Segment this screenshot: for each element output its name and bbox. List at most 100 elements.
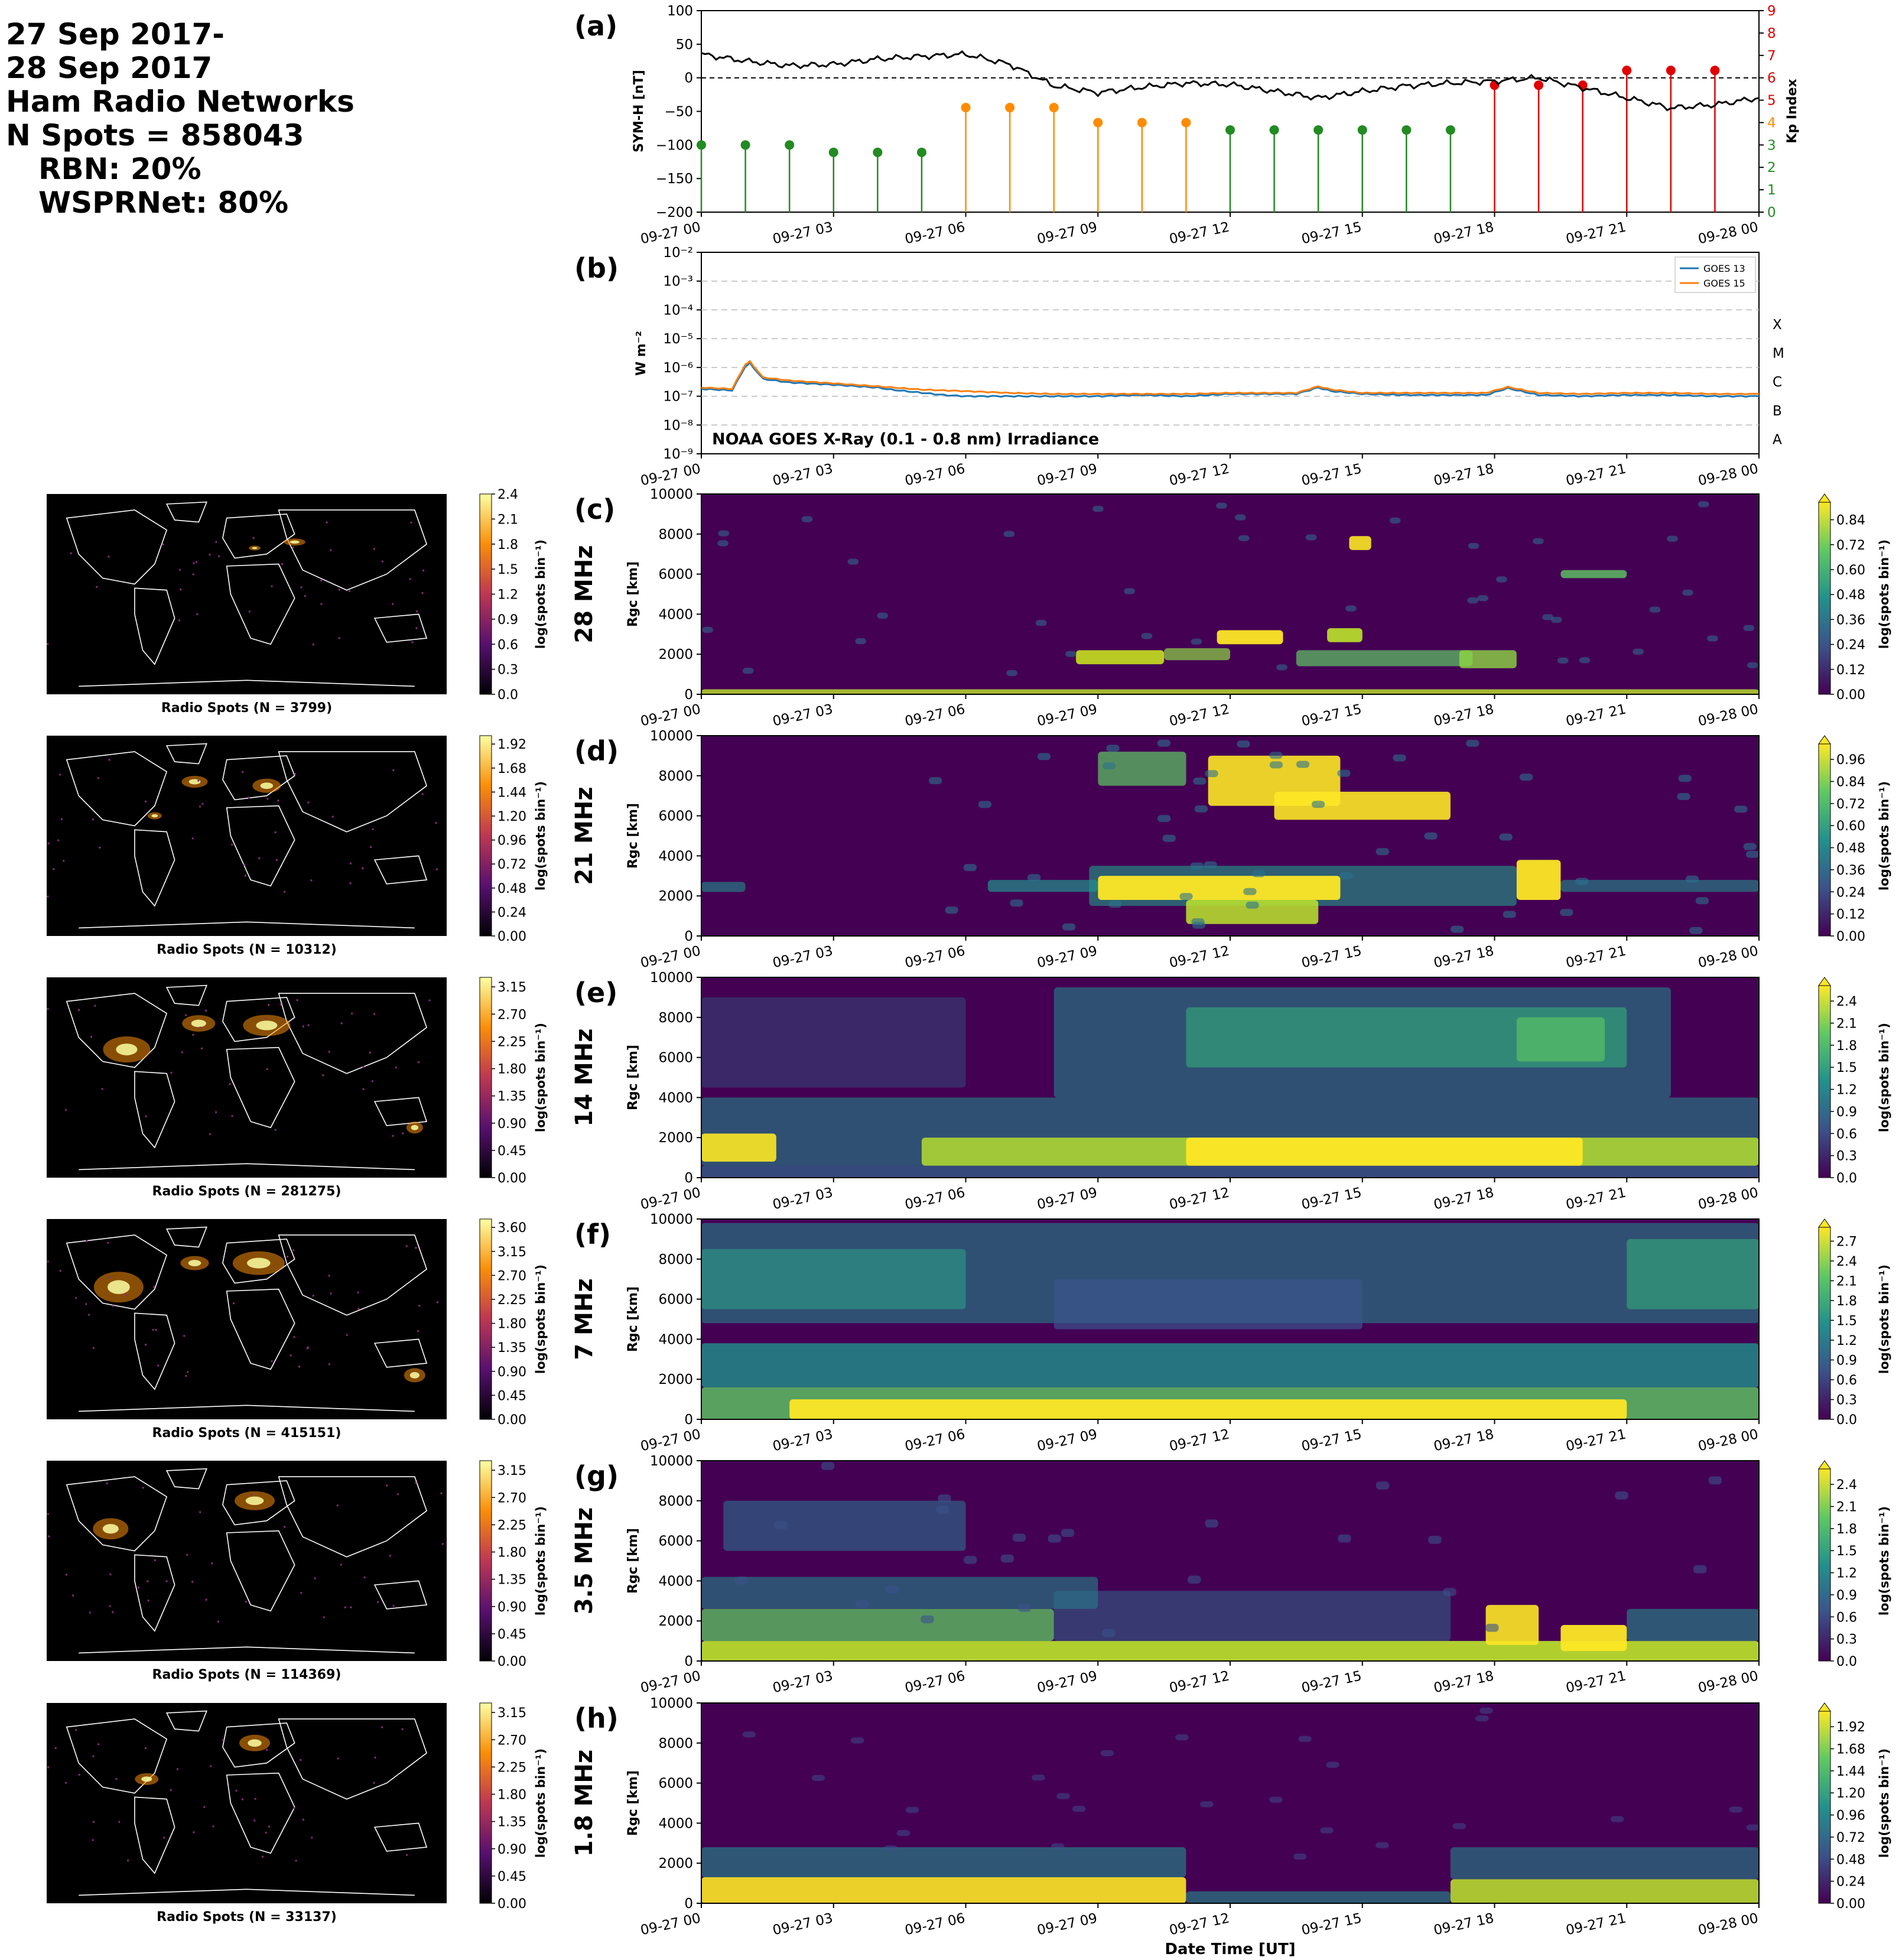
- spot-cluster-core: [290, 540, 300, 544]
- x-tick-label: 09-27 09: [1036, 461, 1099, 489]
- heatmap-cell: [1141, 633, 1153, 639]
- heatmap-cell: [1065, 651, 1077, 657]
- x-tick-label: 09-27 21: [1565, 1185, 1628, 1213]
- range-tick-label: 4000: [658, 1332, 693, 1347]
- spot-dot: [209, 554, 211, 556]
- heatmap-colorbar-tick-label: 1.8: [1836, 1294, 1857, 1309]
- heatmap-colorbar-tick-label: 0.36: [1836, 863, 1865, 878]
- x-tick-label: 09-27 03: [771, 701, 834, 729]
- spot-dot: [183, 1335, 186, 1337]
- spot-dot: [199, 805, 201, 808]
- spot-dot: [395, 1067, 397, 1069]
- x-tick-label: 09-27 03: [771, 461, 834, 489]
- panel-label: (d): [574, 735, 619, 767]
- spot-dot: [176, 1768, 178, 1770]
- x-tick-label: 09-27 12: [1168, 461, 1231, 489]
- x-tick-label: 09-27 21: [1565, 461, 1628, 489]
- spot-dot: [203, 1806, 206, 1808]
- spot-dot: [377, 1601, 379, 1603]
- range-time-heatmap: [701, 1460, 1760, 1662]
- heatmap-colorbar-tick-label: 0.00: [1836, 688, 1865, 703]
- heatmap-cell: [1098, 752, 1186, 786]
- spot-dot: [145, 1344, 147, 1346]
- spot-map: [47, 1219, 447, 1419]
- map-colorbar-tick-label: 0.72: [497, 857, 526, 872]
- range-ylabel: Rgc [km]: [626, 1528, 640, 1594]
- heatmap-cell: [1235, 514, 1246, 521]
- heatmap-colorbar-tick-label: 0.3: [1836, 1633, 1857, 1647]
- heatmap-cell: [1575, 877, 1589, 885]
- heatmap-colorbar-tick-label: 0.9: [1836, 1105, 1857, 1120]
- heatmap-colorbar-tick-label: 1.2: [1836, 1334, 1857, 1348]
- heatmap-cell: [1175, 1734, 1189, 1741]
- map-caption: Radio Spots (N = 33137): [157, 1910, 337, 1925]
- coastline: [222, 997, 295, 1042]
- spot-dot: [266, 1068, 268, 1070]
- panel-b: (b) 10⁻² 10⁻³ 10⁻⁴ 10⁻⁵ 10⁻⁶ 10⁻⁷ 10⁻⁸ 10⁻⁹ XMC…: [574, 245, 1784, 489]
- spot-dot: [181, 1051, 183, 1054]
- date-line-2: 28 Sep 2017: [6, 51, 212, 85]
- spot-dot: [266, 798, 269, 800]
- x-tick-label: 09-27 15: [1300, 1668, 1363, 1696]
- range-tick-label: 6000: [658, 1292, 693, 1308]
- heatmap-cell: [1519, 773, 1533, 781]
- xray-tick-label: 10⁻²: [663, 245, 693, 261]
- map-colorbar-tick-label: 0.45: [497, 1144, 526, 1159]
- spot-dot: [369, 1051, 372, 1054]
- spot-dot: [268, 1003, 270, 1006]
- spot-dot: [154, 1559, 156, 1562]
- spot-dot: [57, 839, 60, 841]
- heatmap-colorbar-tick-label: 0.24: [1836, 885, 1865, 900]
- range-tick-label: 2000: [658, 1372, 693, 1387]
- map-colorbar-tick-label: 3.15: [497, 1464, 526, 1478]
- heatmap-cell: [701, 1343, 1759, 1387]
- coastline: [226, 1530, 295, 1612]
- symh-tick-label: −50: [664, 105, 693, 120]
- heatmap-colorbar-tick-label: 0.48: [1836, 1852, 1865, 1867]
- spot-dot: [320, 579, 323, 581]
- heatmap-cell: [1188, 1575, 1201, 1584]
- heatmap-cell: [1157, 815, 1171, 823]
- spot-dot: [193, 1831, 195, 1834]
- heatmap-cell: [811, 1774, 825, 1781]
- heatmap-colorbar-tick-label: 0.24: [1836, 1875, 1865, 1890]
- heatmap-cell: [1560, 570, 1627, 578]
- heatmap-cell: [1179, 893, 1193, 901]
- map-colorbar-tick-label: 1.35: [497, 1573, 526, 1588]
- heatmap-cell: [1186, 1007, 1627, 1068]
- coastline: [226, 563, 295, 645]
- coastline: [79, 680, 415, 687]
- heatmap-colorbar-tick-label: 1.20: [1836, 1786, 1865, 1801]
- heatmap-cell: [1542, 614, 1553, 620]
- map-caption: Radio Spots (N = 3799): [161, 701, 332, 716]
- spot-dot: [78, 1773, 80, 1776]
- kp-point: [1049, 103, 1059, 113]
- colorbar-extend-arrow: [1818, 1218, 1831, 1228]
- x-tick-label: 09-27 18: [1432, 1910, 1495, 1938]
- coastline: [373, 1580, 428, 1610]
- spot-dot: [210, 1765, 212, 1767]
- heatmap-cell: [964, 1556, 977, 1564]
- x-tick-label: 09-27 06: [903, 1185, 967, 1213]
- coastline: [79, 1405, 415, 1412]
- heatmap-cell: [1305, 534, 1317, 541]
- heatmap-cell: [1496, 576, 1507, 583]
- range-tick-label: 0: [684, 1171, 693, 1186]
- spot-dot: [312, 643, 314, 646]
- band-row-14-mhz: Radio Spots (N = 281275)0.000.450.901.35…: [47, 970, 1891, 1213]
- spot-dot: [196, 613, 199, 615]
- goes15-line: [701, 359, 1760, 395]
- heatmap-cell: [935, 1506, 950, 1514]
- kp-tick-label: 8: [1767, 26, 1776, 41]
- map-colorbar-tick-label: 2.4: [497, 487, 518, 502]
- panel-a-label: (a): [574, 10, 617, 42]
- map-colorbar-tick-label: 0.00: [497, 1897, 526, 1912]
- range-tick-label: 4000: [658, 849, 693, 864]
- heatmap-cell: [1191, 638, 1202, 645]
- x-tick-label: 09-27 06: [903, 701, 967, 729]
- heatmap-cell: [1191, 918, 1205, 925]
- kp-stems: [697, 66, 1720, 212]
- spot-dot: [170, 1071, 173, 1074]
- spot-dot: [215, 1111, 217, 1113]
- range-ylabel: Rgc [km]: [626, 803, 640, 869]
